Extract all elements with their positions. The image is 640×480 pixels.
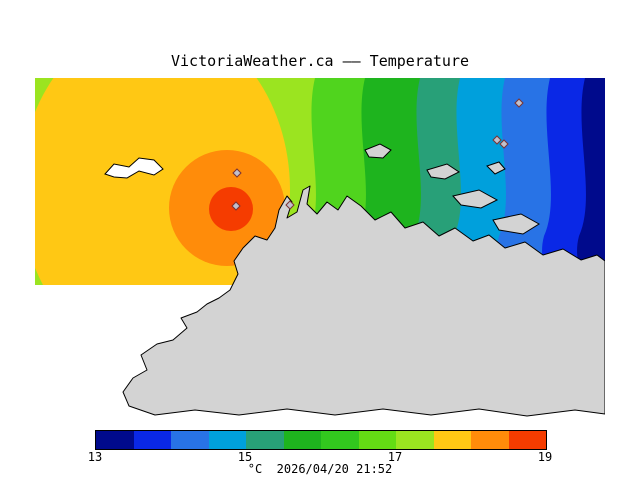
station-markers: [231, 98, 524, 211]
station-marker-icon: [285, 200, 295, 210]
colorbar-segment: [208, 431, 246, 449]
colorbar-tick-label: 19: [537, 450, 553, 464]
island: [426, 163, 460, 180]
temp-band-navy: [577, 78, 605, 285]
colorbar-tick-label: 15: [237, 450, 253, 464]
island: [492, 213, 540, 235]
mainland-coastline: [122, 185, 605, 417]
station-marker-icon: [231, 201, 241, 211]
colorbar-segment: [133, 431, 171, 449]
lake-outline: [104, 157, 164, 179]
temperature-field-bands: [35, 78, 605, 285]
colorbar-segment: [433, 431, 471, 449]
colorbar-segment: [508, 431, 546, 449]
colorbar-segment: [96, 431, 134, 449]
station-marker-icon: [232, 168, 242, 178]
station-marker-icon: [492, 135, 502, 145]
land-masses: [104, 143, 605, 417]
colorbar-caption: °C 2026/04/20 21:52: [247, 462, 393, 476]
colorbar-segment: [246, 431, 284, 449]
colorbar-ticks: 13 15 17 19: [88, 450, 552, 464]
temperature-map: [35, 78, 605, 417]
colorbar-segment: [358, 431, 396, 449]
station-marker-icon: [499, 139, 509, 149]
colorbar-segment: [171, 431, 209, 449]
colorbar-segment: [471, 431, 509, 449]
station-marker-icon: [514, 98, 524, 108]
colorbar: [95, 430, 547, 450]
colorbar-segment: [396, 431, 434, 449]
temperature-warm-cells: [35, 78, 290, 285]
colorbar-tick-label: 17: [387, 450, 403, 464]
island: [364, 143, 392, 159]
island: [486, 161, 506, 175]
island: [452, 189, 499, 209]
colorbar-segment: [321, 431, 359, 449]
temp-warm-cell: [209, 187, 253, 231]
page-title: VictoriaWeather.ca —— Temperature: [170, 52, 469, 70]
colorbar-segment: [283, 431, 321, 449]
colorbar-tick-label: 13: [87, 450, 103, 464]
